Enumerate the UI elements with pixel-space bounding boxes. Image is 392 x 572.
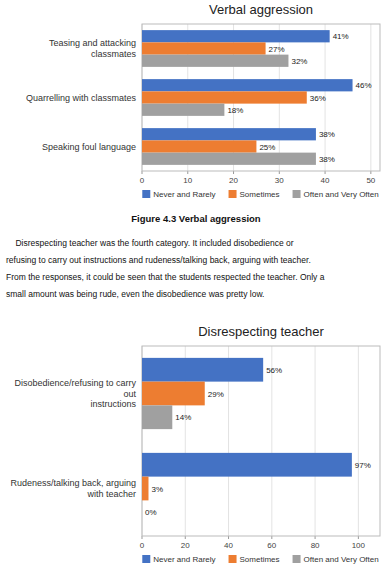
chart-title: Disrespecting teacher bbox=[198, 324, 324, 339]
bars bbox=[142, 30, 353, 165]
data-label: 38% bbox=[319, 155, 335, 164]
bar bbox=[142, 477, 148, 501]
legend-swatch bbox=[142, 190, 150, 198]
legend-entry: Sometimes bbox=[240, 190, 280, 199]
legend-entry: Never and Rarely bbox=[153, 190, 215, 199]
body-line: Disrespecting teacher was the fourth cat… bbox=[6, 238, 294, 248]
category-label: Teasing and attackingclassmates bbox=[49, 38, 137, 59]
category-label-line: instructions bbox=[90, 399, 136, 409]
text-area: Figure 4.3 Verbal aggression Disrespecti… bbox=[6, 213, 325, 299]
category-label-line: Disobedience/refusing to carry bbox=[14, 378, 136, 388]
legend-swatch bbox=[229, 190, 237, 198]
legend: Never and Rarely Sometimes Often and Very … bbox=[142, 190, 378, 199]
bar bbox=[142, 55, 288, 67]
bar bbox=[142, 358, 263, 382]
tick-label: 50 bbox=[366, 176, 375, 185]
plot-frame bbox=[142, 346, 380, 536]
plot-frame bbox=[142, 24, 380, 171]
data-label: 36% bbox=[310, 94, 326, 103]
category-label-line: out bbox=[123, 389, 136, 399]
bar bbox=[142, 140, 256, 152]
category-label: Disobedience/refusing to carryoutinstruc… bbox=[14, 378, 136, 409]
chart: Verbal aggression 0 10 20 30 40 50 38% 25% 38% 46%… bbox=[26, 2, 380, 199]
category-label: Quarrelling with classmates bbox=[26, 93, 137, 103]
legend-swatch bbox=[142, 555, 150, 563]
category-label-line: Rudeness/talking back, arguing bbox=[10, 478, 136, 488]
grid-line bbox=[315, 346, 316, 536]
tick-label: 10 bbox=[183, 176, 192, 185]
legend-swatch bbox=[229, 555, 237, 563]
category-label-line: Speaking foul language bbox=[42, 142, 136, 152]
chart-title: Verbal aggression bbox=[209, 2, 313, 17]
data-label: 46% bbox=[356, 81, 372, 90]
chart: Disrespecting teacher 0 20 40 60 80 100 97% 3% 0%… bbox=[10, 324, 380, 564]
bar bbox=[142, 453, 352, 477]
data-label: 25% bbox=[259, 143, 275, 152]
bars bbox=[142, 358, 352, 501]
body-line: From the responses, it could be seen tha… bbox=[6, 272, 325, 282]
data-label: 0% bbox=[145, 508, 157, 517]
data-label: 27% bbox=[269, 45, 285, 54]
tick-label: 40 bbox=[321, 176, 330, 185]
bar bbox=[142, 91, 307, 103]
data-label: 32% bbox=[291, 57, 307, 66]
category-label-line: with teacher bbox=[86, 489, 136, 499]
tick-label: 20 bbox=[181, 541, 190, 550]
data-label: 97% bbox=[355, 461, 371, 470]
data-label: 18% bbox=[227, 106, 243, 115]
tick-label: 60 bbox=[267, 541, 276, 550]
category-label-line: Teasing and attacking bbox=[49, 38, 136, 48]
legend-entry: Often and Very Often bbox=[304, 190, 379, 199]
bar bbox=[142, 104, 224, 116]
legend: Never and Rarely Sometimes Often and Very … bbox=[142, 555, 378, 564]
tick-label: 100 bbox=[352, 541, 366, 550]
body-line: refusing to carry out instructions and r… bbox=[6, 255, 311, 265]
bar bbox=[142, 42, 266, 54]
data-label: 29% bbox=[208, 390, 224, 399]
grid-line bbox=[370, 24, 371, 171]
bar bbox=[142, 500, 143, 524]
figure-caption: Figure 4.3 Verbal aggression bbox=[131, 213, 261, 224]
bar bbox=[142, 382, 205, 406]
grid-line bbox=[358, 346, 359, 536]
bar bbox=[142, 405, 172, 429]
tick-label: 80 bbox=[311, 541, 320, 550]
category-label-line: classmates bbox=[91, 49, 137, 59]
body-line: small amount was being rude, even the di… bbox=[6, 289, 264, 299]
legend-swatch bbox=[293, 555, 301, 563]
bar bbox=[142, 153, 316, 165]
bar bbox=[142, 30, 330, 42]
bar bbox=[142, 79, 353, 91]
category-label: Rudeness/talking back, arguingwith teach… bbox=[10, 478, 136, 499]
data-label: 56% bbox=[266, 366, 282, 375]
tick-label: 0 bbox=[140, 176, 145, 185]
data-label: 14% bbox=[175, 413, 191, 422]
legend-swatch bbox=[293, 190, 301, 198]
legend-entry: Sometimes bbox=[240, 555, 280, 564]
tick-label: 40 bbox=[224, 541, 233, 550]
data-labels: 38% 25% 38% 46% 36% 18% 41% 27% 32% bbox=[227, 32, 371, 164]
category-label-line: Quarrelling with classmates bbox=[26, 93, 137, 103]
data-label: 38% bbox=[319, 130, 335, 139]
bar bbox=[142, 128, 316, 140]
tick-label: 0 bbox=[140, 541, 145, 550]
legend-entry: Never and Rarely bbox=[153, 555, 215, 564]
page: Verbal aggression 0 10 20 30 40 50 38% 25% 38% 46%… bbox=[0, 0, 392, 572]
category-label: Speaking foul language bbox=[42, 142, 136, 152]
tick-label: 30 bbox=[275, 176, 284, 185]
data-label: 3% bbox=[151, 485, 163, 494]
legend-entry: Often and Very Often bbox=[304, 555, 379, 564]
tick-label: 20 bbox=[229, 176, 238, 185]
data-label: 41% bbox=[333, 32, 349, 41]
data-labels: 97% 3% 0% 56% 29% 14% bbox=[145, 366, 371, 518]
